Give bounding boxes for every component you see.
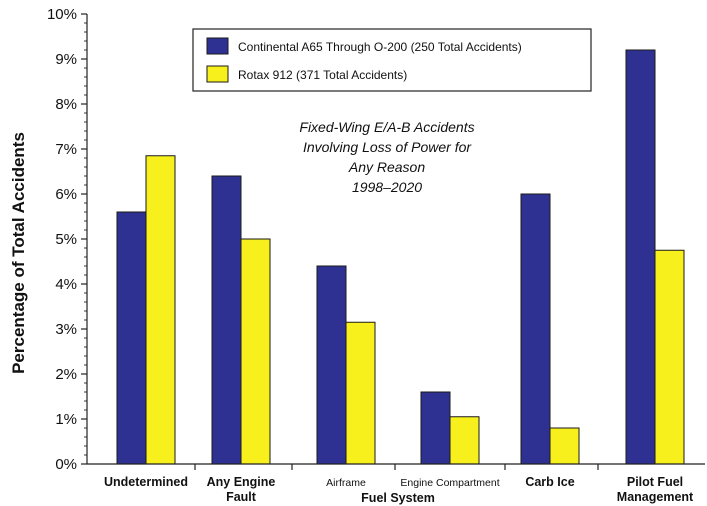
bar-continental-1 <box>211 175 242 465</box>
x-category-label: Fault <box>226 490 257 504</box>
bar-continental-5 <box>625 49 656 465</box>
legend-swatch <box>206 37 229 55</box>
x-category-label: Management <box>617 490 694 504</box>
y-tick-label: 9% <box>55 51 77 68</box>
y-tick-label: 3% <box>55 321 77 338</box>
annotation-line: 1998–2020 <box>352 179 422 195</box>
y-tick-label: 4% <box>55 276 77 293</box>
bar-rotax-4 <box>549 427 580 465</box>
bar-rotax-3 <box>449 416 480 465</box>
bar-continental-4 <box>520 193 551 465</box>
y-tick-label: 0% <box>55 456 77 473</box>
y-tick-label: 2% <box>55 366 77 383</box>
x-category-label: Airframe <box>326 477 366 489</box>
annotation-line: Involving Loss of Power for <box>303 139 472 155</box>
bar-continental-2 <box>316 265 347 465</box>
annotation-line: Fixed-Wing E/A-B Accidents <box>299 119 474 135</box>
bar-rotax-0 <box>145 155 176 465</box>
legend-label: Rotax 912 (371 Total Accidents) <box>238 68 407 82</box>
bar-rotax-2 <box>345 321 376 465</box>
x-category-label: Pilot Fuel <box>627 475 683 489</box>
y-tick-label: 10% <box>47 6 77 23</box>
bars <box>116 49 685 465</box>
legend-box <box>192 28 592 92</box>
legend: Continental A65 Through O-200 (250 Total… <box>192 28 592 92</box>
legend-label: Continental A65 Through O-200 (250 Total… <box>238 40 522 54</box>
y-tick-label: 6% <box>55 186 77 203</box>
x-category-label: Carb Ice <box>525 475 574 489</box>
y-tick-label: 5% <box>55 231 77 248</box>
y-axis-label: Percentage of Total Accidents <box>9 132 28 374</box>
bar-rotax-1 <box>240 238 271 465</box>
bar-continental-0 <box>116 211 147 465</box>
y-tick-label: 7% <box>55 141 77 158</box>
legend-swatch <box>206 65 229 83</box>
bar-continental-3 <box>420 391 451 465</box>
y-tick-label: 8% <box>55 96 77 113</box>
y-tick-label: 1% <box>55 411 77 428</box>
annotation-line: Any Reason <box>348 159 425 175</box>
x-category-label: Engine Compartment <box>400 477 499 489</box>
x-category-label: Undetermined <box>104 475 188 489</box>
x-group-label: Fuel System <box>361 491 435 505</box>
bar-rotax-5 <box>654 249 685 465</box>
y-axis: 0% 1% 2% 3% 4% 5% 6% 7% 8% 9% 10% <box>47 6 88 473</box>
chart-annotation: Fixed-Wing E/A-B Accidents Involving Loss… <box>299 119 474 195</box>
x-category-label: Any Engine <box>207 475 276 489</box>
